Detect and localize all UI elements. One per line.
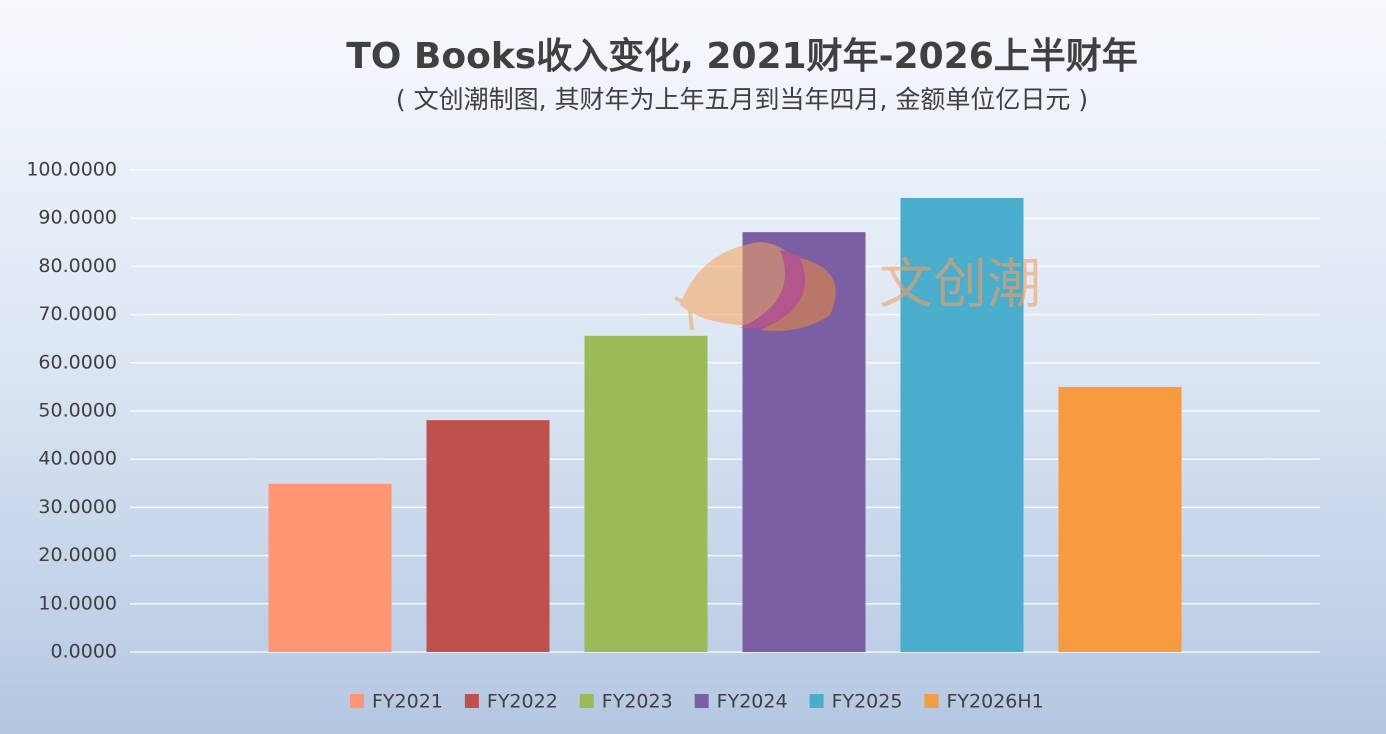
legend-swatch [350,694,364,708]
chart-subtitle: ( 文创潮制图, 其财年为上年五月到当年四月, 金额单位亿日元 ) [396,85,1088,114]
y-tick-label: 0.0000 [51,641,117,663]
y-tick-label: 90.0000 [38,207,117,229]
y-tick-label: 20.0000 [38,544,117,566]
legend-label: FY2026H1 [946,691,1043,713]
y-tick-label: 100.0000 [26,159,117,181]
bar [900,197,1024,652]
legend: FY2021 FY2022 FY2023 FY2024 FY2025 FY2026H1 [350,691,1044,713]
legend-swatch [924,694,939,708]
bar [584,335,708,652]
watermark-logo [674,242,836,331]
bar [1058,386,1182,652]
y-tick-label: 50.0000 [38,400,117,422]
watermark: 文创潮 [879,253,1041,316]
legend-label: FY2025 [832,691,903,713]
chart-title: TO Books收入变化, 2021财年-2026上半财年 [346,35,1138,77]
y-tick-label: 80.0000 [38,255,117,277]
legend-swatch [809,694,824,708]
legend-swatch [579,694,594,708]
legend-label: FY2023 [602,691,673,713]
legend-swatch [694,694,709,708]
plot-area: 0.0000 10.0000 20.0000 30.0000 40.0000 50.000… [26,159,1320,663]
y-tick-label: 10.0000 [38,592,117,614]
bar [426,420,550,652]
y-tick-label: 70.0000 [38,303,117,325]
y-tick-label: 40.0000 [38,448,117,470]
bar [268,483,392,652]
legend-label: FY2021 [372,691,443,713]
legend-label: FY2022 [487,691,558,713]
legend-swatch [464,694,479,708]
legend-label: FY2024 [717,691,788,713]
y-tick-label: 60.0000 [38,351,117,373]
y-tick-label: 30.0000 [38,496,117,518]
